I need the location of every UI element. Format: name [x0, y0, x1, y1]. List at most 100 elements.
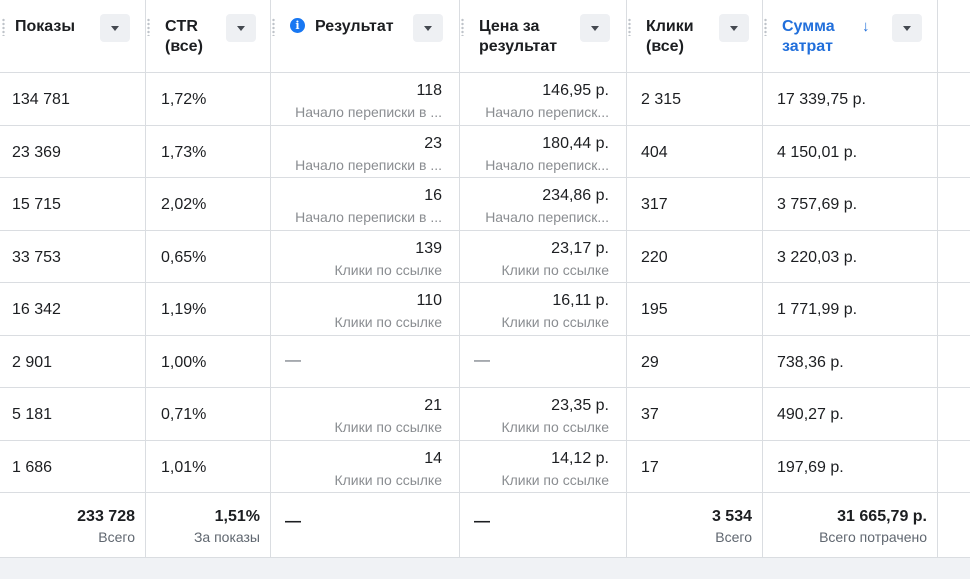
column-header-spend[interactable]: Сумма затрат ↓: [762, 0, 937, 72]
cell-cost-per-result: 14,12 р. Клики по ссылке: [459, 441, 626, 493]
column-title: Сумма затрат: [782, 18, 835, 55]
result-type: Клики по ссылке: [334, 314, 442, 330]
table-row[interactable]: 16 342 1,19% 110 Клики по ссылке 16,11 р. К…: [0, 283, 970, 336]
impressions-value: 23 369: [12, 143, 61, 161]
cell-clicks: 317: [626, 178, 762, 230]
cell-ctr: 1,00%: [145, 336, 270, 388]
table-row[interactable]: 33 753 0,65% 139 Клики по ссылке 23,17 р. К…: [0, 231, 970, 283]
cell-spend: 738,36 р.: [762, 336, 937, 388]
horizontal-scrollbar[interactable]: [0, 557, 970, 579]
column-title: Клики (все): [646, 18, 694, 55]
cell-clicks: 17: [626, 441, 762, 493]
cost-type: Начало переписк...: [485, 209, 609, 225]
clicks-value: 17: [641, 458, 659, 476]
result-type: Начало переписки в ...: [295, 156, 442, 173]
cell-result: 14 Клики по ссылке: [270, 441, 459, 493]
clicks-value: 195: [641, 301, 668, 318]
cell-result: 139 Клики по ссылке: [270, 231, 459, 283]
column-header-impressions[interactable]: Показы: [0, 0, 145, 72]
cost-value: 234,86 р.: [542, 187, 609, 204]
total-ctr: 1,51%: [214, 508, 260, 525]
drag-handle-icon[interactable]: [628, 18, 631, 36]
cost-value: 23,17 р.: [551, 239, 609, 257]
result-type: Клики по ссылке: [334, 471, 442, 488]
clicks-value: 29: [641, 353, 659, 371]
cost-value: 23,35 р.: [551, 397, 609, 414]
column-title: Цена за результат: [479, 18, 558, 55]
column-divider: [145, 0, 146, 557]
cell-cost-per-result: 23,17 р. Клики по ссылке: [459, 231, 626, 283]
column-divider: [270, 0, 271, 557]
sort-descending-icon[interactable]: ↓: [862, 18, 870, 35]
spend-value: 1 771,99 р.: [777, 301, 858, 318]
ctr-value: 0,65%: [161, 248, 207, 266]
column-header-cost-per-result[interactable]: Цена за результат: [459, 0, 626, 72]
cell-impressions: 1 686: [0, 441, 145, 493]
table-row[interactable]: 2 901 1,00% — — 29 738,36 р.: [0, 336, 970, 388]
column-menu-button[interactable]: [719, 14, 749, 42]
drag-handle-icon[interactable]: [764, 18, 767, 36]
column-menu-button[interactable]: [100, 14, 130, 42]
cell-impressions: 16 342: [0, 283, 145, 335]
total-clicks: 3 534: [711, 508, 752, 525]
cell-impressions: 15 715: [0, 178, 145, 230]
result-value: 118: [416, 82, 442, 99]
total-ctr-label: За показы: [193, 529, 260, 545]
clicks-value: 2 315: [641, 91, 682, 108]
cost-value: 180,44 р.: [542, 134, 609, 152]
column-menu-button[interactable]: [226, 14, 256, 42]
result-value: 14: [424, 449, 442, 467]
ctr-value: 1,01%: [161, 458, 207, 476]
result-value: —: [285, 351, 301, 369]
column-header-clicks[interactable]: Клики (все): [626, 0, 762, 72]
cell-ctr: 2,02%: [145, 178, 270, 230]
column-menu-button[interactable]: [580, 14, 610, 42]
result-value: 21: [424, 397, 442, 414]
total-clicks-label: Всего: [715, 529, 752, 545]
column-menu-button[interactable]: [892, 14, 922, 42]
cost-value: 146,95 р.: [542, 82, 609, 99]
cost-type: Начало переписк...: [485, 104, 609, 120]
info-icon[interactable]: i: [290, 18, 305, 33]
column-divider: [626, 0, 627, 557]
result-value: 139: [415, 239, 442, 257]
table-row[interactable]: 1 686 1,01% 14 Клики по ссылке 14,12 р. Кли…: [0, 441, 970, 493]
drag-handle-icon[interactable]: [2, 18, 5, 36]
cell-ctr: 1,72%: [145, 73, 270, 125]
impressions-value: 2 901: [12, 353, 53, 371]
column-menu-button[interactable]: [413, 14, 443, 42]
clicks-value: 404: [641, 143, 668, 161]
impressions-value: 33 753: [12, 248, 61, 266]
result-type: Начало переписки в ...: [295, 209, 442, 225]
table-row[interactable]: 134 781 1,72% 118 Начало переписки в ... 14…: [0, 73, 970, 126]
table-row[interactable]: 5 181 0,71% 21 Клики по ссылке 23,35 р. Кли…: [0, 388, 970, 441]
ctr-value: 1,73%: [161, 143, 207, 161]
cost-value: 14,12 р.: [551, 449, 609, 467]
cell-clicks: 220: [626, 231, 762, 283]
cell-clicks: 195: [626, 283, 762, 335]
spend-value: 3 757,69 р.: [777, 196, 858, 213]
cell-result: 23 Начало переписки в ...: [270, 126, 459, 178]
cell-ctr: 0,65%: [145, 231, 270, 283]
ctr-value: 1,72%: [161, 91, 207, 108]
drag-handle-icon[interactable]: [272, 18, 275, 36]
cell-spend: 1 771,99 р.: [762, 283, 937, 335]
column-header-ctr[interactable]: CTR (все): [145, 0, 270, 72]
cell-spend: 17 339,75 р.: [762, 73, 937, 125]
cell-spend: 197,69 р.: [762, 441, 937, 493]
drag-handle-icon[interactable]: [461, 18, 464, 36]
total-result: —: [285, 513, 301, 530]
drag-handle-icon[interactable]: [147, 18, 150, 36]
table-row[interactable]: 15 715 2,02% 16 Начало переписки в ... 234,…: [0, 178, 970, 231]
column-divider: [762, 0, 763, 557]
table-row[interactable]: 23 369 1,73% 23 Начало переписки в ... 180,…: [0, 126, 970, 178]
total-spend: 31 665,79 р.: [837, 508, 927, 525]
totals-row: 233 728 Всего 1,51% За показы — — 3 534 …: [0, 493, 970, 557]
cell-spend: 4 150,01 р.: [762, 126, 937, 178]
total-spend-label: Всего потрачено: [819, 529, 927, 545]
cell-ctr: 1,73%: [145, 126, 270, 178]
cell-impressions: 134 781: [0, 73, 145, 125]
cell-cost-per-result: 234,86 р. Начало переписк...: [459, 178, 626, 230]
column-header-result[interactable]: i Результат: [270, 0, 459, 72]
spend-value: 490,27 р.: [777, 406, 844, 423]
